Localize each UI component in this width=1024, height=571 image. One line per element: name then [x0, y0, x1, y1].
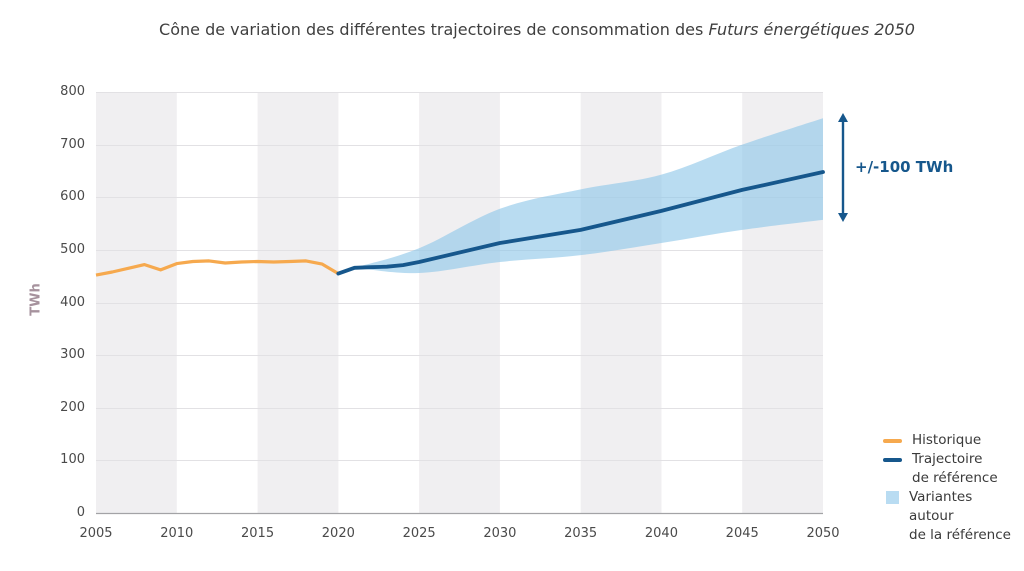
- background-band: [580, 92, 662, 513]
- legend-item-historique: Historique: [883, 431, 1018, 450]
- x-tick-label: 2015: [241, 526, 275, 541]
- series-line-trajectoire-reference: [336, 170, 825, 276]
- legend-swatch-trajectoire-reference: [883, 458, 902, 462]
- y-tick-label: 100: [60, 452, 85, 468]
- chart-title-main: Cône de variation des différentes trajec…: [159, 20, 709, 39]
- legend-label-variantes: Variantes autour de la référence: [909, 489, 1011, 543]
- y-tick-label: 300: [60, 347, 85, 363]
- annotation-label: +/-100 TWh: [855, 157, 954, 176]
- background-band: [419, 92, 500, 513]
- chart-title-italic: Futurs énergétiques 2050: [708, 20, 915, 39]
- chart-title: Cône de variation des différentes trajec…: [50, 20, 1024, 39]
- x-tick-label: 2050: [806, 526, 840, 541]
- range-arrow-head-down: [838, 212, 848, 222]
- x-tick-label: 2005: [79, 526, 113, 541]
- y-tick-label: 0: [76, 505, 85, 520]
- background-band: [257, 92, 339, 513]
- x-tick-label: 2035: [564, 526, 598, 541]
- y-tick-label: 200: [60, 399, 85, 415]
- legend-swatch-historique: [883, 439, 902, 443]
- x-tick-label: 2025: [402, 526, 436, 541]
- y-tick-label: 700: [60, 136, 85, 152]
- legend-item-variantes: Variantes autour de la référence: [883, 488, 1018, 545]
- x-tick-label: 2045: [725, 526, 759, 541]
- variants-cone-area: [354, 118, 823, 274]
- legend-label-trajectoire-reference: Trajectoire de référence: [912, 451, 998, 486]
- legend-item-trajectoire-reference: Trajectoire de référence: [883, 450, 1018, 488]
- y-tick-label: 400: [60, 294, 85, 310]
- series-line-historique: [95, 259, 340, 277]
- range-arrow-head-up: [838, 113, 848, 123]
- legend: Historique Trajectoire de référence Vari…: [883, 431, 1018, 545]
- x-tick-label: 2030: [483, 526, 517, 541]
- y-axis-title: TWh: [28, 283, 44, 316]
- x-tick-label: 2020: [321, 526, 355, 541]
- y-tick-label: 600: [60, 189, 85, 205]
- y-tick-label: 500: [60, 241, 85, 257]
- background-band: [96, 92, 177, 513]
- y-tick-label: 800: [60, 84, 85, 99]
- legend-swatch-variantes: [886, 491, 899, 504]
- x-tick-label: 2010: [160, 526, 194, 541]
- legend-label-historique: Historique: [912, 432, 982, 448]
- x-tick-label: 2040: [644, 526, 678, 541]
